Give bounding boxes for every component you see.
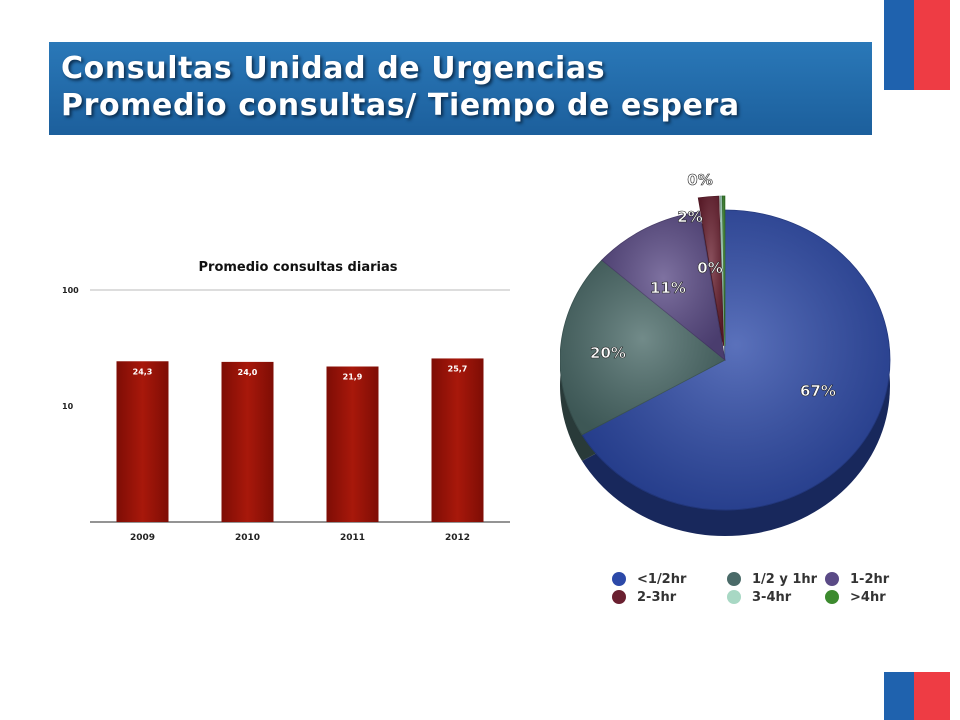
flag-blue-stripe <box>884 672 914 720</box>
y-tick-label: 100 <box>62 286 79 295</box>
bar-value-label: 25,7 <box>448 364 468 373</box>
x-tick-label: 2012 <box>445 533 470 543</box>
pie-slice-shading <box>722 196 725 347</box>
pie-value-label: 20% <box>590 344 626 362</box>
pie-slice-shading <box>601 211 725 360</box>
legend-item: 1-2hr <box>825 570 889 588</box>
slide-title-line-2: Promedio consultas/ Tiempo de espera <box>61 88 740 123</box>
x-tick-label: 2010 <box>235 533 260 543</box>
bar-chart-title: Promedio consultas diarias <box>199 260 398 275</box>
bar-value-label: 24,0 <box>238 368 258 377</box>
pie-slice-shading <box>719 196 725 347</box>
pie-value-label: 0% <box>687 171 712 189</box>
slide-title-line-1: Consultas Unidad de Urgencias <box>61 51 606 86</box>
x-tick-label: 2009 <box>130 533 155 543</box>
legend-swatch <box>727 590 741 604</box>
legend-swatch <box>727 572 741 586</box>
pie-slice-shading <box>582 210 891 510</box>
legend-label: >4hr <box>850 589 886 605</box>
legend-item: >4hr <box>825 588 886 606</box>
legend-label: 3-4hr <box>752 589 792 605</box>
slide-title-bar: Consultas Unidad de Urgencias Promedio c… <box>49 42 872 135</box>
pie-value-label: 0% <box>697 259 722 277</box>
legend-item: 2-3hr <box>612 588 676 606</box>
bar <box>431 358 484 522</box>
pie-chart: 67% 20% 11% 2% 0% 0% <box>560 171 891 536</box>
legend-swatch <box>612 590 626 604</box>
legend-item: 1/2 y 1hr <box>727 570 817 588</box>
pie-value-label: 67% <box>800 382 836 400</box>
legend-label: 1/2 y 1hr <box>752 571 818 587</box>
y-tick-label: 10 <box>62 402 74 411</box>
flag-blue-stripe <box>884 0 914 90</box>
legend-item: <1/2hr <box>612 570 686 588</box>
legend-swatch <box>612 572 626 586</box>
flag-red-stripe <box>914 672 950 720</box>
bar-chart: Promedio consultas diarias 10 100 24,3 200… <box>62 260 510 543</box>
pie-value-label: 11% <box>650 279 686 297</box>
pie-value-label: 2% <box>677 208 702 226</box>
legend-label: 2-3hr <box>637 589 677 605</box>
pie-slice-shading <box>698 196 724 347</box>
legend-swatch <box>825 590 839 604</box>
bar <box>326 366 379 522</box>
legend-label: <1/2hr <box>637 571 687 587</box>
bar-value-label: 24,3 <box>133 367 153 376</box>
bar <box>221 361 274 522</box>
flag-red-stripe <box>914 0 950 90</box>
flag-decoration-bottom <box>884 672 950 720</box>
x-tick-label: 2011 <box>340 533 365 543</box>
bar <box>116 361 169 522</box>
flag-decoration-top <box>884 0 950 90</box>
legend-label: 1-2hr <box>850 571 890 587</box>
bar-value-label: 21,9 <box>343 373 363 382</box>
legend-swatch <box>825 572 839 586</box>
pie-slice-shading <box>560 260 725 435</box>
legend-item: 3-4hr <box>727 588 791 606</box>
